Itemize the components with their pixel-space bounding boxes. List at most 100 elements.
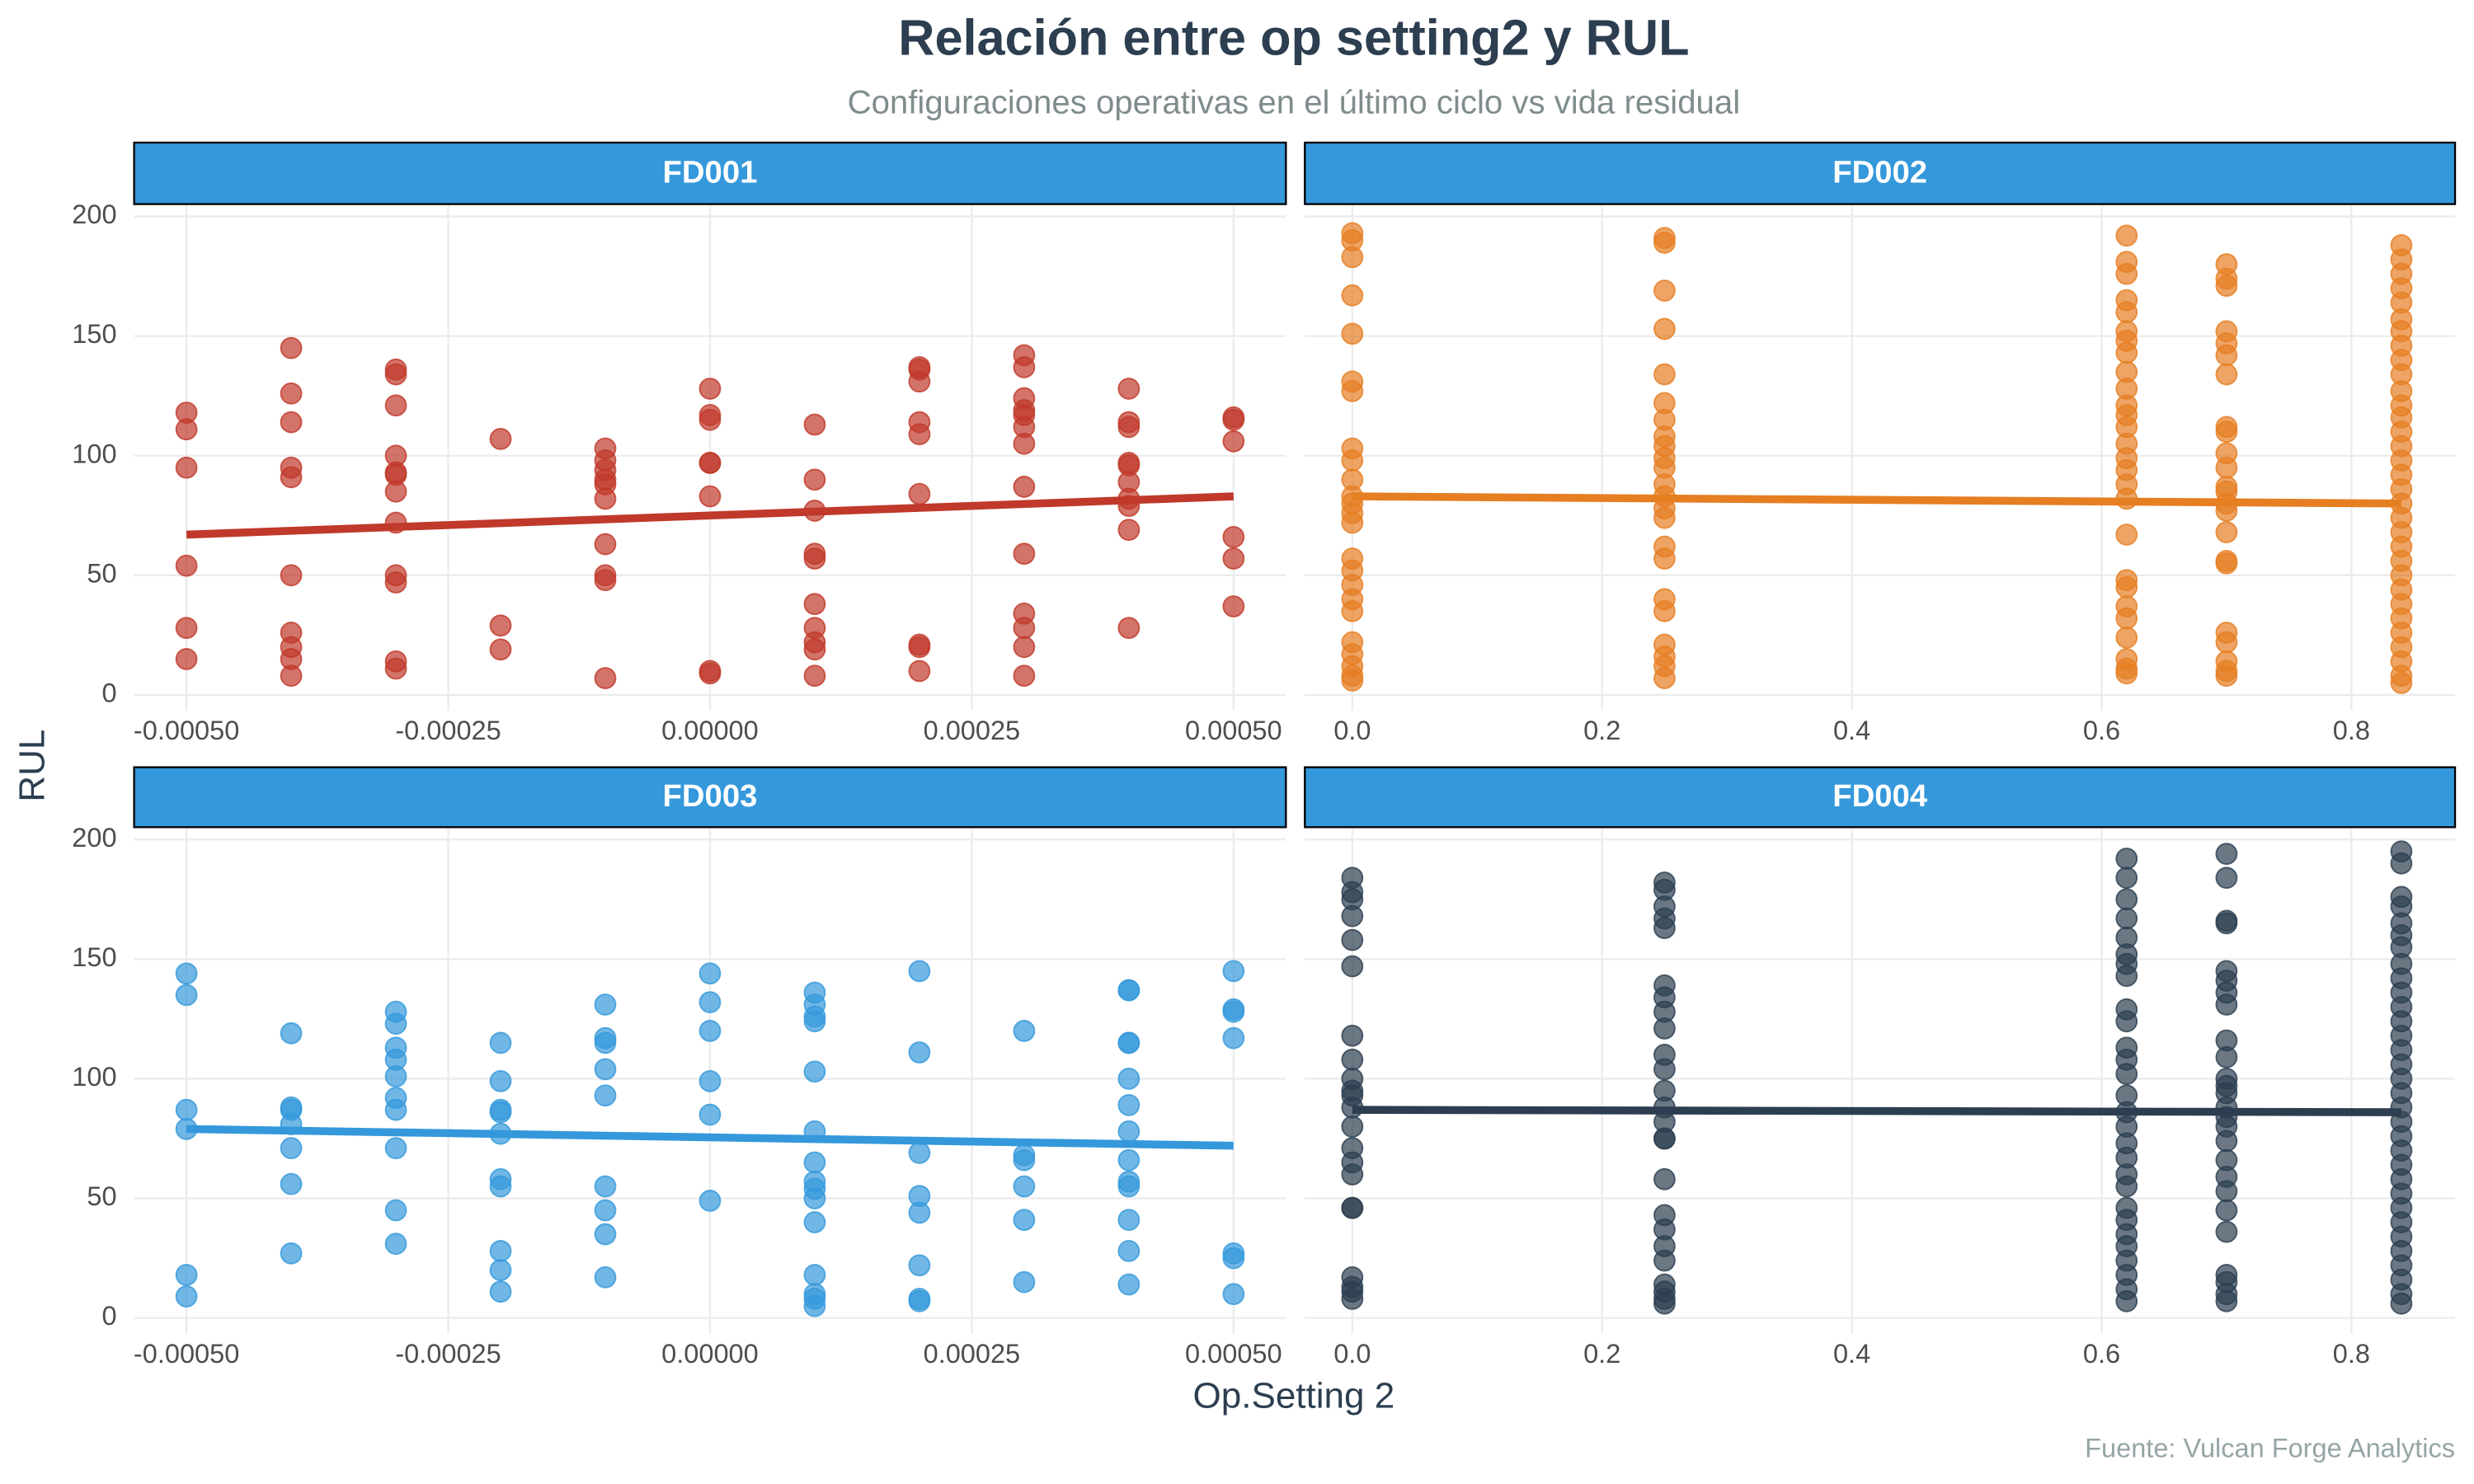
point xyxy=(280,564,303,587)
point xyxy=(803,1263,826,1286)
x-tick-label: -0.00050 xyxy=(134,1339,239,1369)
point xyxy=(384,363,407,386)
point xyxy=(2115,524,2138,546)
chart-title: Relación entre op setting2 y RUL xyxy=(898,10,1689,66)
y-tick-label: 50 xyxy=(87,1181,116,1211)
point xyxy=(698,1069,722,1092)
strip-title: FD001 xyxy=(663,154,758,190)
point xyxy=(175,1098,198,1121)
point xyxy=(1341,1115,1364,1138)
point xyxy=(803,638,826,661)
strip-title: FD003 xyxy=(663,778,758,814)
point xyxy=(489,1259,512,1281)
point xyxy=(1013,1175,1036,1198)
point xyxy=(2390,1292,2413,1315)
point xyxy=(2215,344,2238,367)
y-tick-label: 200 xyxy=(72,200,116,229)
point xyxy=(594,1031,617,1054)
y-tick-label: 150 xyxy=(72,942,116,972)
point xyxy=(2115,1063,2138,1086)
point xyxy=(1341,1048,1364,1071)
point xyxy=(594,1175,617,1198)
x-tick-label: -0.00025 xyxy=(395,716,501,745)
point xyxy=(2115,575,2138,599)
x-tick-label: 0.00050 xyxy=(1185,716,1282,745)
point xyxy=(1653,667,1676,689)
y-tick-label: 50 xyxy=(87,558,116,588)
point xyxy=(698,1103,722,1126)
point xyxy=(1341,449,1364,472)
point xyxy=(1117,1031,1141,1054)
point xyxy=(594,533,617,556)
point xyxy=(908,660,931,683)
point xyxy=(1117,1273,1141,1296)
point xyxy=(1653,599,1676,622)
point xyxy=(489,614,512,637)
point xyxy=(698,408,722,431)
point xyxy=(908,1254,931,1277)
point xyxy=(1341,599,1364,622)
x-tick-label: 0.8 xyxy=(2333,1339,2370,1369)
point xyxy=(698,378,722,400)
x-tick-label: 0.4 xyxy=(1833,716,1870,745)
point xyxy=(175,647,198,670)
point xyxy=(594,487,617,510)
point xyxy=(2115,341,2138,364)
point xyxy=(2215,363,2238,386)
point xyxy=(489,1175,512,1198)
point xyxy=(1222,430,1245,453)
point xyxy=(1341,1163,1364,1186)
point xyxy=(2115,1289,2138,1313)
point xyxy=(384,657,407,680)
point xyxy=(2115,301,2138,324)
x-tick-label: 0.00050 xyxy=(1185,1339,1282,1369)
point xyxy=(803,1211,826,1233)
point xyxy=(489,1239,512,1262)
panel: FD002 0.0 0.2 0.4 0.6 0.8 xyxy=(1304,141,2457,745)
x-tick-label: 0.0 xyxy=(1333,1339,1371,1369)
trend-line xyxy=(1352,492,2401,508)
point xyxy=(2115,607,2138,630)
strip xyxy=(1304,766,2457,829)
point xyxy=(2115,662,2138,685)
point xyxy=(2215,912,2238,935)
point xyxy=(1013,355,1036,378)
y-tick-label: 0 xyxy=(101,1301,116,1331)
point xyxy=(1013,1020,1036,1042)
y-tick-label: 100 xyxy=(72,1062,116,1092)
strip xyxy=(1304,141,2457,205)
point xyxy=(1653,1292,1676,1315)
point xyxy=(2115,848,2138,870)
point xyxy=(594,1084,617,1107)
point xyxy=(2115,224,2138,247)
point xyxy=(1117,1175,1141,1198)
x-tick-label: 0.4 xyxy=(1833,1339,1870,1369)
point xyxy=(1653,1249,1676,1272)
point xyxy=(384,1012,407,1036)
point xyxy=(803,468,826,491)
point xyxy=(1341,1024,1364,1047)
point xyxy=(2390,852,2413,875)
point xyxy=(803,1294,826,1317)
point xyxy=(2390,671,2413,694)
strip xyxy=(133,141,1287,205)
point xyxy=(908,482,931,505)
x-tick-label: 0.00025 xyxy=(924,1339,1021,1369)
point xyxy=(384,1098,407,1121)
point xyxy=(1222,547,1245,570)
point xyxy=(2115,965,2138,988)
point xyxy=(2115,626,2138,649)
point xyxy=(1222,1026,1245,1050)
x-tick-label: 0.00000 xyxy=(661,716,759,745)
y-tick-label: 0 xyxy=(101,678,116,707)
point xyxy=(1013,636,1036,659)
point xyxy=(1013,617,1036,640)
point xyxy=(1117,1068,1141,1090)
point xyxy=(1653,1127,1676,1150)
point xyxy=(1013,542,1036,566)
point xyxy=(2215,843,2238,866)
point xyxy=(908,423,931,445)
point xyxy=(594,1199,617,1222)
point xyxy=(594,1223,617,1246)
